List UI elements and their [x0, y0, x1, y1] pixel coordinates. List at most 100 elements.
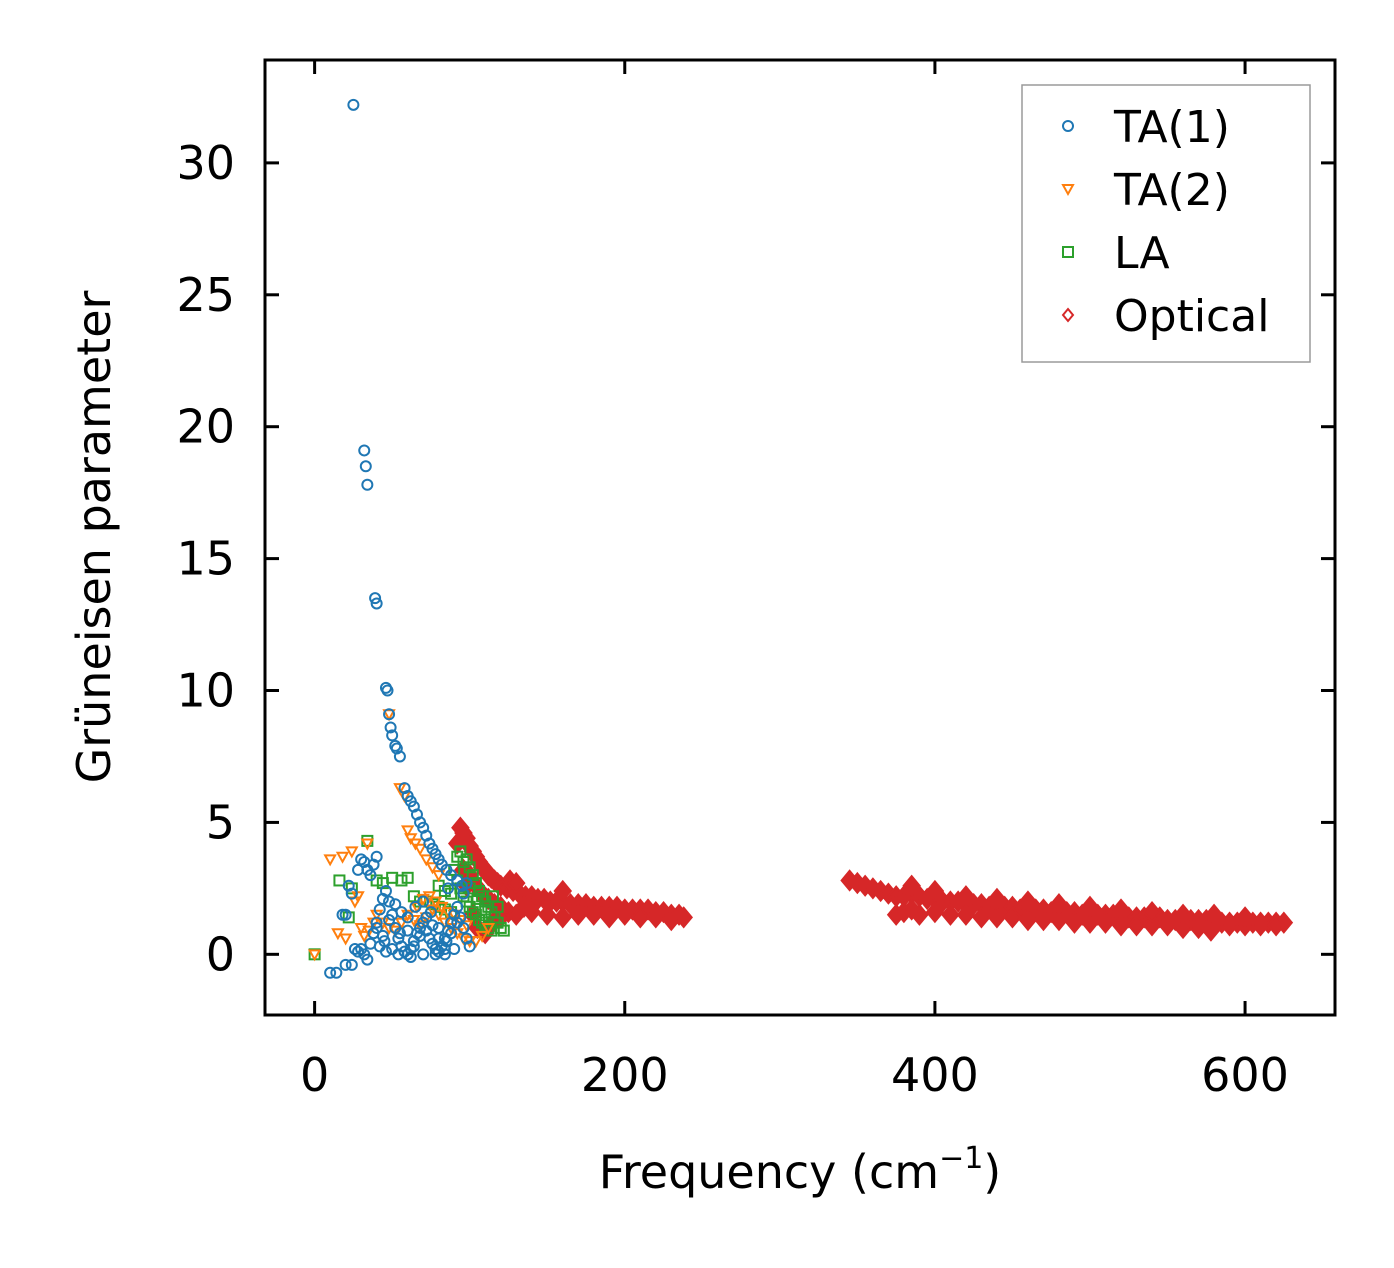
point-la [466, 906, 479, 919]
point-optical [646, 906, 666, 929]
point-ta-1- [339, 958, 352, 971]
point-optical [537, 903, 557, 926]
point-optical [925, 900, 945, 924]
point-optical [1003, 906, 1022, 929]
point-optical [1080, 895, 1100, 918]
point-optical [956, 885, 976, 908]
legend-marker-square [1062, 246, 1074, 258]
point-optical [1266, 914, 1286, 937]
point-optical [956, 903, 976, 926]
point-ta-1- [460, 877, 473, 890]
point-la [395, 874, 408, 887]
y-tick-label: 0 [206, 927, 235, 981]
point-ta-1- [420, 911, 433, 924]
point-optical [568, 903, 588, 926]
point-ta-1- [379, 885, 392, 898]
series-ta-1- [324, 98, 476, 979]
point-optical [1173, 903, 1193, 926]
point-ta-1- [370, 916, 383, 929]
point-ta-1- [393, 927, 406, 940]
point-optical [1251, 914, 1270, 937]
point-ta-1- [417, 948, 430, 961]
point-ta-1- [463, 940, 476, 953]
point-optical [1111, 898, 1131, 921]
point-ta-1- [401, 924, 414, 937]
point-optical [522, 900, 542, 924]
point-ta-2- [419, 854, 433, 867]
point-optical [972, 906, 991, 929]
point-ta-2- [413, 920, 427, 933]
point-ta-1- [417, 895, 430, 908]
point-ta-1- [386, 729, 399, 742]
point-ta-1- [451, 916, 464, 929]
legend-marker-circle [1062, 120, 1074, 132]
point-optical [1173, 916, 1193, 940]
point-optical [615, 903, 635, 926]
point-ta-1- [355, 853, 368, 866]
point-ta-1- [438, 943, 451, 956]
legend-marker-triangle-down [1061, 184, 1075, 197]
point-la [491, 900, 504, 913]
point-optical [1080, 911, 1100, 934]
point-ta-1- [370, 850, 383, 863]
point-ta-1- [373, 940, 386, 953]
point-ta-2- [394, 917, 409, 930]
point-optical [941, 903, 960, 926]
point-ta-2- [335, 851, 350, 864]
point-optical [1018, 908, 1038, 932]
series-optical [447, 816, 1294, 945]
point-ta-1- [395, 906, 408, 919]
point-ta-2- [425, 862, 440, 875]
point-ta-1- [426, 919, 439, 932]
point-optical [1065, 911, 1084, 934]
point-optical [1189, 916, 1208, 940]
point-optical [1235, 906, 1255, 929]
point-la [333, 874, 346, 887]
legend-label: TA(2) [1113, 165, 1230, 216]
point-ta-1- [364, 869, 377, 882]
point-ta-1- [445, 927, 458, 940]
legend-entry: LA [1062, 228, 1170, 279]
point-optical [902, 874, 921, 897]
x-tick-label: 0 [300, 1048, 329, 1102]
point-ta-2- [475, 930, 489, 943]
point-la [345, 882, 358, 895]
point-optical [1158, 914, 1177, 937]
point-ta-1- [376, 929, 389, 942]
point-optical [1096, 911, 1115, 934]
point-la [401, 871, 414, 884]
point-optical [925, 879, 945, 903]
point-ta-2- [360, 838, 375, 851]
x-tick-label: 200 [581, 1048, 669, 1102]
point-ta-1- [330, 966, 343, 979]
point-ta-1- [361, 478, 374, 491]
point-la [479, 903, 492, 916]
point-ta-1- [373, 903, 386, 916]
point-optical [1204, 903, 1224, 926]
point-ta-2- [307, 949, 322, 962]
point-ta-1- [457, 887, 470, 900]
legend-label: LA [1114, 228, 1170, 279]
point-optical [1111, 914, 1131, 937]
point-optical [1049, 908, 1069, 932]
y-tick-label: 30 [176, 136, 235, 190]
point-ta-1- [392, 948, 405, 961]
point-ta-1- [451, 900, 464, 913]
point-ta-1- [370, 597, 383, 610]
point-ta-1- [361, 953, 374, 966]
ticks-layer: 0 200 400 600 0 5 10 15 20 25 30 [176, 60, 1335, 1102]
point-optical [1049, 893, 1069, 916]
point-ta-1- [407, 940, 420, 953]
point-ta-2- [393, 783, 407, 796]
point-ta-2- [354, 922, 368, 936]
point-optical [1201, 919, 1221, 942]
point-ta-1- [359, 460, 372, 473]
x-tick-label: 400 [891, 1048, 979, 1102]
point-ta-1- [404, 950, 417, 963]
point-optical [674, 906, 693, 929]
point-ta-1- [383, 895, 396, 908]
point-optical [987, 906, 1007, 929]
point-optical [1018, 890, 1038, 913]
points-layer [307, 98, 1294, 979]
